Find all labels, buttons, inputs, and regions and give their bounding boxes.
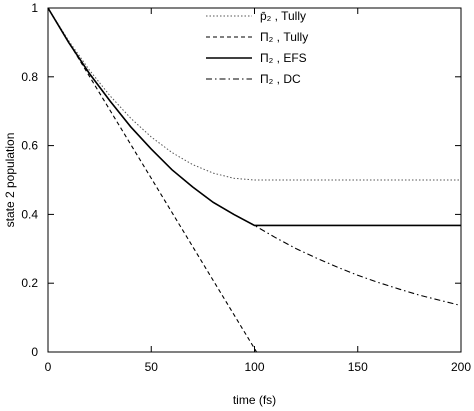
y-tick-label: 0.6	[21, 139, 38, 153]
y-axis-label: state 2 population	[3, 133, 17, 228]
series-line-2	[47, 7, 461, 353]
series-layer	[47, 7, 462, 353]
x-tick-label: 50	[145, 360, 159, 374]
legend: p̄₂ , Tully Π₂ , Tully Π₂ , EFS Π₂ , DC	[206, 9, 308, 86]
legend-label-4: Π₂ , DC	[260, 72, 301, 86]
series-line-4	[47, 7, 462, 307]
x-axis-label: time (fs)	[233, 393, 276, 407]
legend-label-2: Π₂ , Tully	[260, 30, 308, 44]
x-tick-label: 0	[45, 360, 52, 374]
legend-label-3: Π₂ , EFS	[260, 51, 307, 65]
y-tick-label: 0.8	[21, 70, 38, 84]
axis-ticks: 0 50 100 150 200 0 0.2 0.4 0.6 0.8 1	[21, 1, 471, 374]
y-tick-label: 0.2	[21, 276, 38, 290]
x-tick-label: 200	[451, 360, 471, 374]
y-tick-label: 0	[31, 345, 38, 359]
legend-label-1: p̄₂ , Tully	[260, 9, 306, 23]
series-line-1	[47, 7, 461, 181]
x-tick-label: 150	[348, 360, 368, 374]
series-line-3	[47, 7, 461, 227]
x-tick-label: 100	[244, 360, 264, 374]
y-tick-label: 1	[31, 1, 38, 15]
y-tick-label: 0.4	[21, 207, 38, 221]
